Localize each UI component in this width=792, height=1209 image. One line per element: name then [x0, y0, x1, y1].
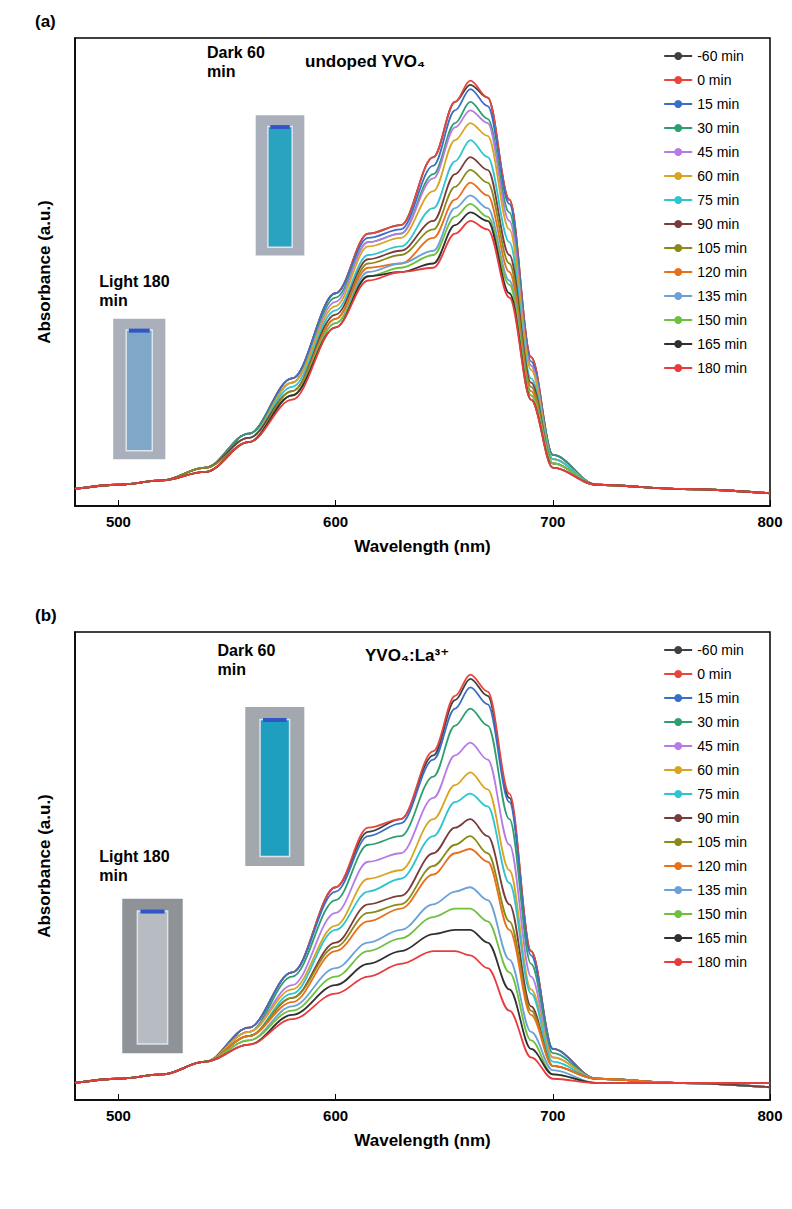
- svg-text:165 min: 165 min: [697, 336, 747, 352]
- svg-text:600: 600: [323, 1107, 348, 1124]
- svg-text:600: 600: [323, 513, 348, 530]
- svg-text:YVO₄:La³⁺: YVO₄:La³⁺: [365, 646, 449, 665]
- svg-text:800: 800: [757, 1107, 782, 1124]
- svg-text:30 min: 30 min: [697, 120, 739, 136]
- svg-text:500: 500: [106, 513, 131, 530]
- svg-text:Light 180: Light 180: [99, 848, 169, 865]
- svg-text:120 min: 120 min: [697, 858, 747, 874]
- svg-text:90 min: 90 min: [697, 216, 739, 232]
- svg-text:Wavelength (nm): Wavelength (nm): [354, 1131, 490, 1150]
- svg-text:0 min: 0 min: [697, 666, 731, 682]
- svg-text:150 min: 150 min: [697, 906, 747, 922]
- svg-text:-60 min: -60 min: [697, 642, 744, 658]
- svg-text:75 min: 75 min: [697, 192, 739, 208]
- svg-text:min: min: [207, 63, 235, 80]
- svg-text:700: 700: [540, 1107, 565, 1124]
- svg-text:135 min: 135 min: [697, 882, 747, 898]
- svg-text:90 min: 90 min: [697, 810, 739, 826]
- svg-text:75 min: 75 min: [697, 786, 739, 802]
- svg-text:150 min: 150 min: [697, 312, 747, 328]
- svg-text:15 min: 15 min: [697, 690, 739, 706]
- svg-text:undoped YVO₄: undoped YVO₄: [305, 52, 425, 71]
- svg-text:45 min: 45 min: [697, 738, 739, 754]
- svg-text:-60 min: -60 min: [697, 48, 744, 64]
- svg-text:180 min: 180 min: [697, 360, 747, 376]
- svg-text:(a): (a): [35, 12, 56, 31]
- svg-text:0 min: 0 min: [697, 72, 731, 88]
- svg-text:800: 800: [757, 513, 782, 530]
- svg-text:15 min: 15 min: [697, 96, 739, 112]
- svg-text:105 min: 105 min: [697, 240, 747, 256]
- svg-text:min: min: [217, 661, 245, 678]
- svg-text:500: 500: [106, 1107, 131, 1124]
- svg-text:60 min: 60 min: [697, 168, 739, 184]
- svg-text:45 min: 45 min: [697, 144, 739, 160]
- svg-text:Absorbance (a.u.): Absorbance (a.u.): [35, 794, 54, 938]
- svg-text:Wavelength (nm): Wavelength (nm): [354, 537, 490, 556]
- svg-text:60 min: 60 min: [697, 762, 739, 778]
- svg-text:Absorbance (a.u.): Absorbance (a.u.): [35, 200, 54, 344]
- svg-text:Dark 60: Dark 60: [207, 44, 265, 61]
- svg-text:Light 180: Light 180: [99, 273, 169, 290]
- svg-text:700: 700: [540, 513, 565, 530]
- svg-text:min: min: [99, 292, 127, 309]
- svg-text:30 min: 30 min: [697, 714, 739, 730]
- svg-text:180 min: 180 min: [697, 954, 747, 970]
- svg-text:105 min: 105 min: [697, 834, 747, 850]
- svg-text:min: min: [99, 867, 127, 884]
- svg-text:135 min: 135 min: [697, 288, 747, 304]
- svg-text:(b): (b): [35, 606, 57, 625]
- svg-text:Dark 60: Dark 60: [217, 642, 275, 659]
- svg-text:120 min: 120 min: [697, 264, 747, 280]
- svg-text:165 min: 165 min: [697, 930, 747, 946]
